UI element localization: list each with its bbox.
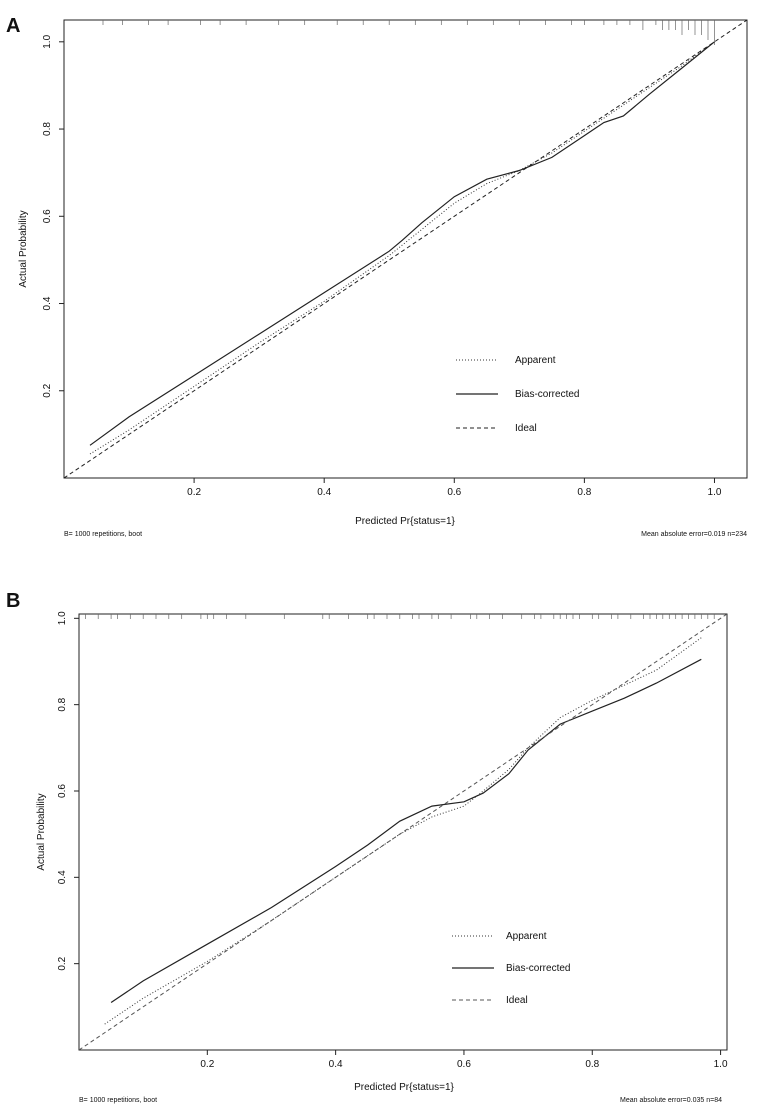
legend-label-ideal-a: Ideal <box>515 423 537 434</box>
rug-marks-b <box>85 614 715 619</box>
series-lines-b <box>79 614 727 1050</box>
panel-letter-b: B <box>6 590 20 612</box>
panel-letter-a: A <box>6 15 20 37</box>
footnote-right-a: Mean absolute error=0.019 n=234 <box>641 531 747 538</box>
y-tick-label: 1.0 <box>57 611 68 625</box>
x-tick-label: 0.4 <box>329 1059 343 1070</box>
plot-frame-a <box>63 19 748 479</box>
x-axis-title-b: Predicted Pr{status=1} <box>354 1082 454 1093</box>
x-tick-label: 0.8 <box>585 1059 599 1070</box>
footnote-left-a: B= 1000 repetitions, boot <box>64 531 142 538</box>
legend-a: Apparent Bias-corrected Ideal <box>456 355 579 434</box>
y-axis-a: 0.2 0.4 0.6 0.8 1.0 <box>42 34 64 398</box>
y-tick-label: 0.8 <box>42 122 53 136</box>
legend-label-apparent-a: Apparent <box>515 355 556 366</box>
x-axis-a: 0.2 0.4 0.6 0.8 1.0 <box>187 478 722 498</box>
y-tick-label: 0.2 <box>42 383 53 397</box>
legend-b: Apparent Bias-corrected Ideal <box>452 931 570 1006</box>
y-tick-label: 0.4 <box>57 870 68 884</box>
footnote-left-b: B= 1000 repetitions, boot <box>79 1097 157 1104</box>
legend-label-ideal-b: Ideal <box>506 995 528 1006</box>
x-axis-title-a: Predicted Pr{status=1} <box>355 516 455 527</box>
series-line-bias-corrected-a <box>89 41 715 446</box>
y-tick-label: 0.4 <box>42 296 53 310</box>
x-tick-label: 1.0 <box>714 1059 728 1070</box>
y-axis-b: 0.2 0.4 0.6 0.8 1.0 <box>57 611 79 971</box>
legend-label-apparent-b: Apparent <box>506 931 547 942</box>
rug-marks-a <box>102 20 715 45</box>
plot-frame-b <box>78 613 728 1051</box>
legend-label-bias-corrected-b: Bias-corrected <box>506 963 570 974</box>
x-tick-label: 0.6 <box>447 487 461 498</box>
x-tick-label: 0.6 <box>457 1059 471 1070</box>
legend-label-bias-corrected-a: Bias-corrected <box>515 389 579 400</box>
x-tick-label: 0.2 <box>187 487 201 498</box>
y-tick-label: 0.6 <box>57 784 68 798</box>
series-line-apparent-b <box>104 637 702 1025</box>
panel-b: B 0.2 0.4 0.6 0.8 1.0 0.2 0.4 0.6 0.8 1.0 Predic… <box>6 590 728 1104</box>
y-tick-label: 1.0 <box>42 34 53 48</box>
y-axis-title-a: Actual Probability <box>18 210 29 287</box>
footnote-right-b: Mean absolute error=0.035 n=84 <box>620 1097 722 1104</box>
x-tick-label: 0.2 <box>200 1059 214 1070</box>
series-line-apparent-a <box>89 41 715 455</box>
series-line-ideal-a <box>64 20 747 478</box>
series-lines-a <box>64 20 747 478</box>
y-tick-label: 0.8 <box>57 697 68 711</box>
x-axis-b: 0.2 0.4 0.6 0.8 1.0 <box>200 1050 728 1070</box>
x-tick-label: 0.8 <box>577 487 591 498</box>
y-tick-label: 0.6 <box>42 209 53 223</box>
series-line-bias-corrected-b <box>110 658 702 1003</box>
panel-a: A 0.2 0.4 0.6 0.8 1.0 0.2 0.4 0.6 0.8 1.0 Predic… <box>6 15 748 538</box>
x-tick-label: 0.4 <box>317 487 331 498</box>
y-tick-label: 0.2 <box>57 956 68 970</box>
y-axis-title-b: Actual Probability <box>36 793 47 870</box>
x-tick-label: 1.0 <box>708 487 722 498</box>
